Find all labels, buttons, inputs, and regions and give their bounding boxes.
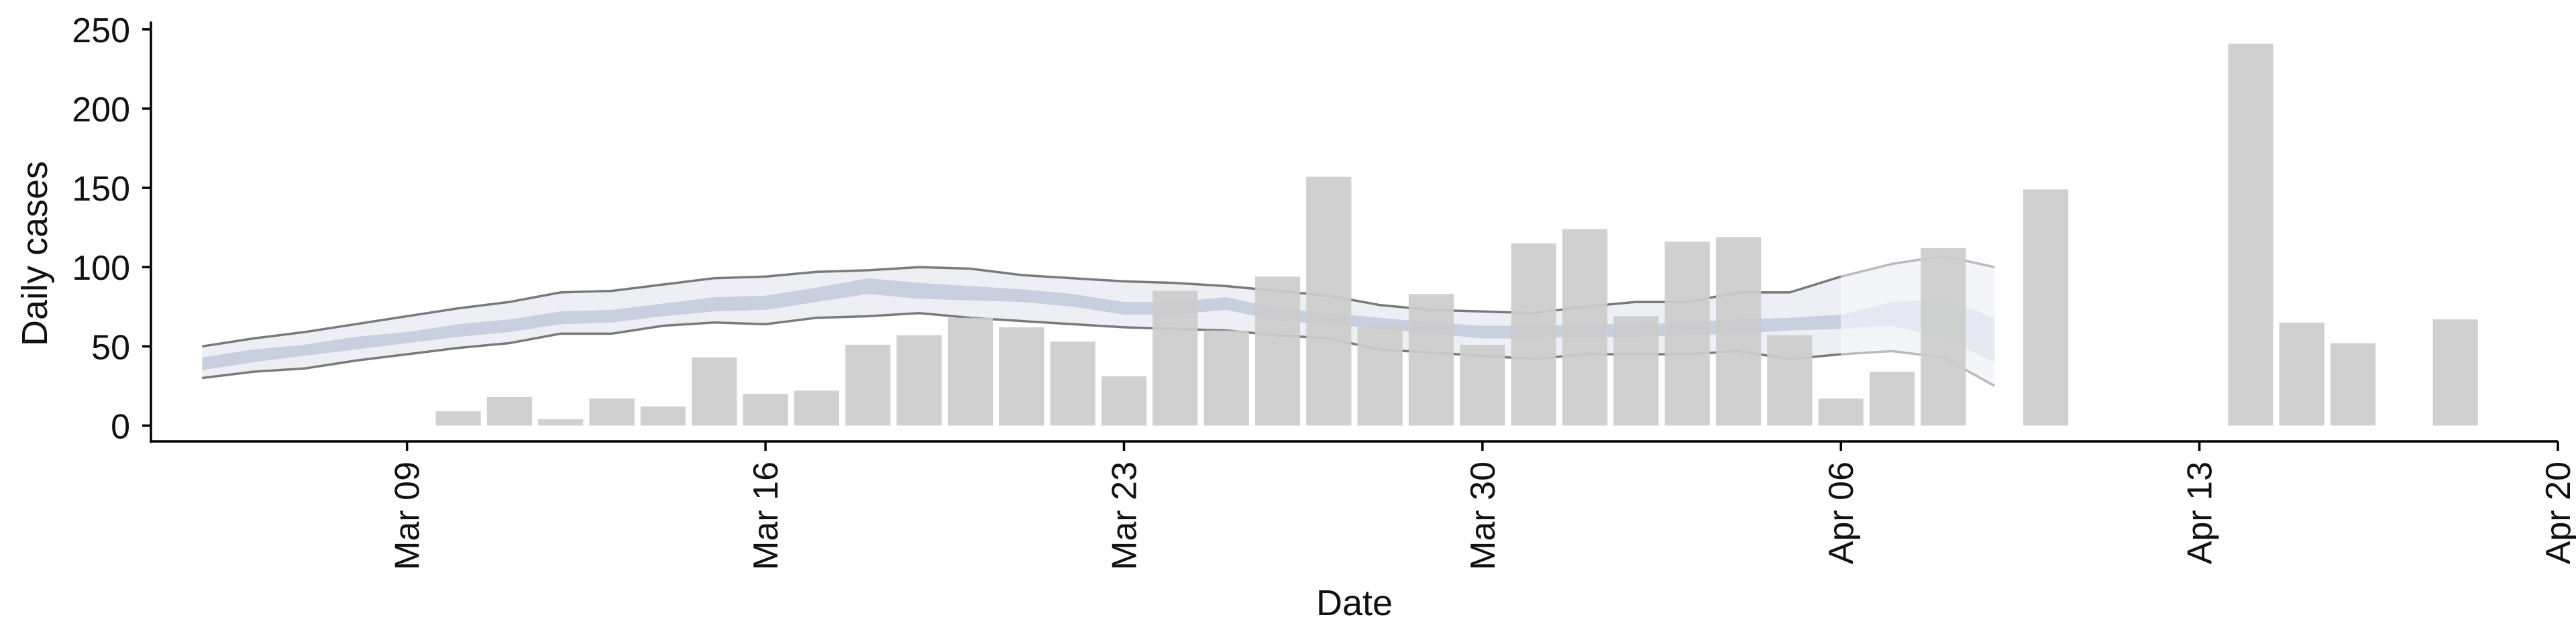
axes [150, 21, 2558, 443]
x-tick-label-2020-04-20: Apr 20 [2539, 462, 2576, 564]
bar-2020-03-20 [947, 317, 994, 426]
bar-2020-03-10 [435, 411, 481, 426]
bar-2020-03-26 [1254, 276, 1301, 426]
bar-2020-03-24 [1152, 290, 1198, 426]
bar-2020-03-11 [486, 396, 532, 426]
daily-case-bars [435, 44, 2478, 426]
bar-2020-04-01 [1562, 229, 1608, 426]
bar-2020-04-15 [2279, 322, 2324, 426]
bar-2020-04-02 [1613, 316, 1659, 426]
bar-2020-04-05 [1767, 335, 1813, 426]
bar-2020-03-27 [1306, 176, 1352, 426]
bar-2020-03-25 [1203, 330, 1249, 426]
y-tick-label-0: 0 [111, 407, 130, 446]
bar-2020-03-16 [743, 394, 788, 426]
inner-interval-band-2 [202, 278, 1841, 370]
bar-2020-03-18 [845, 344, 891, 426]
y-tick-label-100: 100 [72, 249, 130, 288]
y-axis-title: Daily cases [15, 161, 55, 346]
y-tick-label-150: 150 [72, 170, 130, 209]
bar-2020-03-21 [999, 327, 1044, 426]
x-axis-title: Date [1316, 583, 1393, 623]
x-tick-label-2020-03-09: Mar 09 [388, 462, 427, 570]
x-tick-label-2020-03-23: Mar 23 [1106, 462, 1144, 570]
bar-2020-03-15 [692, 357, 737, 426]
outer-interval-forecast-lower-line-1 [1841, 350, 1996, 387]
bar-2020-03-14 [640, 407, 686, 426]
bar-2020-04-18 [2432, 319, 2478, 426]
bar-2020-04-07 [1870, 372, 1915, 426]
bar-2020-04-08 [1921, 248, 1966, 426]
bar-2020-03-30 [1460, 344, 1505, 426]
y-ticks: 0 50 100 150 200 250 [72, 11, 151, 446]
bar-2020-03-28 [1357, 325, 1403, 426]
bar-2020-03-22 [1050, 341, 1095, 426]
bar-2020-04-14 [2228, 44, 2273, 426]
x-tick-label-2020-03-16: Mar 16 [747, 462, 786, 570]
x-tick-label-2020-04-06: Apr 06 [1822, 462, 1861, 564]
bar-2020-04-06 [1818, 398, 1864, 426]
outer-interval-forecast-upper-line-1 [1840, 254, 1995, 278]
x-tick-label-2020-04-13: Apr 13 [2181, 462, 2220, 564]
bar-2020-04-10 [2023, 189, 2069, 426]
y-tick-label-250: 250 [72, 11, 130, 50]
bar-2020-04-04 [1716, 237, 1762, 426]
bar-2020-03-19 [896, 335, 942, 426]
x-ticks: Mar 09 Mar 16 Mar 23 Mar 30 Apr 06 Apr 13 Apr … [388, 441, 2576, 570]
bar-2020-04-16 [2330, 343, 2376, 426]
bar-2020-03-29 [1408, 294, 1454, 426]
bar-2020-03-31 [1511, 243, 1556, 426]
bar-2020-03-13 [589, 398, 635, 426]
bar-2020-03-12 [538, 419, 584, 426]
x-tick-label-2020-03-30: Mar 30 [1464, 462, 1503, 570]
y-tick-label-200: 200 [72, 91, 130, 129]
bar-2020-03-17 [794, 390, 839, 426]
bar-2020-03-23 [1101, 376, 1147, 426]
bar-2020-04-03 [1664, 241, 1710, 426]
y-tick-label-50: 50 [91, 328, 130, 367]
